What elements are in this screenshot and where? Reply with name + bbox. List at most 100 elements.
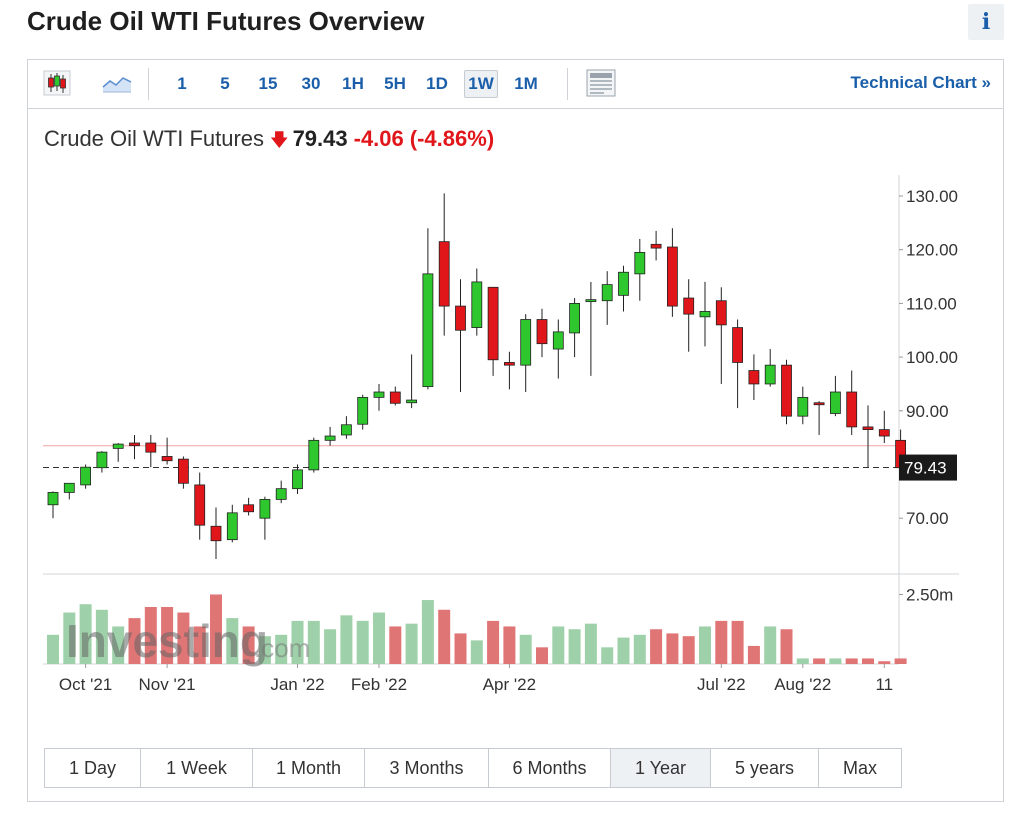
candle-body: [585, 299, 597, 303]
x-tick-label: Aug '22: [774, 675, 831, 694]
volume-bar: [193, 626, 206, 664]
timeframe-1[interactable]: 1: [177, 74, 187, 93]
y-tick-label: 90.00: [906, 402, 949, 421]
timeframe-5[interactable]: 5: [220, 74, 230, 93]
range-3-months[interactable]: 3 Months: [365, 749, 489, 787]
last-price-label: 79.43: [904, 459, 947, 478]
volume-bar: [373, 612, 385, 664]
candle-body: [177, 458, 189, 484]
candle-body: [471, 281, 483, 328]
last-price: 79.43: [292, 126, 348, 151]
x-tick-label: Feb '22: [351, 675, 407, 694]
price-chart[interactable]: Investing.com 130.00 120.00 110.00 100.00 90.…: [28, 60, 1003, 700]
quote-line: Crude Oil WTI Futures 🡇 79.43 -4.06 (-4.86%): [44, 126, 494, 158]
candle-body: [552, 331, 564, 350]
candle-body: [878, 429, 890, 437]
candle-body: [487, 286, 499, 361]
volume-bar: [503, 626, 516, 664]
range-1-week[interactable]: 1 Week: [141, 749, 253, 787]
technical-chart-link[interactable]: Technical Chart »: [850, 73, 991, 92]
candle-body: [340, 424, 352, 436]
range-5-years[interactable]: 5 years: [711, 749, 819, 787]
timeframe-5h[interactable]: 5H: [384, 74, 406, 93]
candle-body: [503, 362, 515, 366]
range-6-months[interactable]: 6 Months: [489, 749, 611, 787]
candle-body: [846, 391, 858, 428]
info-button[interactable]: i: [968, 4, 1004, 40]
volume-bar: [584, 623, 597, 664]
timeframe-1h[interactable]: 1H: [342, 74, 364, 93]
volume-bar: [747, 645, 760, 664]
timeframe-15[interactable]: 15: [258, 74, 278, 93]
candle-body: [683, 297, 695, 315]
volume-bar: [536, 647, 548, 664]
candle-body: [47, 492, 59, 506]
candle-body: [308, 439, 320, 471]
range-max[interactable]: Max: [842, 758, 877, 778]
volume-bar: [519, 634, 532, 664]
volume-bar: [829, 658, 842, 664]
volume-bar: [144, 606, 157, 664]
candle-body: [764, 364, 776, 385]
volume-bar: [666, 633, 679, 664]
y-tick-label: 70.00: [906, 509, 949, 528]
instrument-name: Crude Oil WTI Futures: [44, 126, 265, 151]
candle-body: [63, 482, 75, 493]
candle-body: [422, 273, 434, 388]
candle-body: [373, 391, 385, 398]
volume-bar: [79, 604, 92, 664]
area-chart-icon[interactable]: [100, 66, 134, 100]
candle-body: [650, 243, 662, 249]
candle-body: [226, 512, 238, 541]
timeframe-30[interactable]: 30: [301, 74, 321, 93]
volume-bar: [324, 629, 337, 664]
volume-bar: [63, 612, 76, 664]
volume-bar: [258, 636, 271, 664]
candle-body: [569, 302, 580, 334]
volume-bar: [552, 626, 565, 664]
candle-body: [324, 435, 336, 441]
range-1-month[interactable]: 1 Month: [253, 749, 365, 787]
volume-bar: [340, 615, 353, 664]
x-tick-label: Jul '22: [697, 675, 746, 694]
volume-bar: [780, 629, 793, 664]
volume-bar: [470, 640, 483, 664]
y-tick-label: 130.00: [906, 187, 958, 206]
candle-body: [406, 399, 418, 404]
volume-bar: [731, 620, 744, 664]
candle-body: [520, 319, 532, 366]
price-change: -4.06: [353, 126, 404, 151]
candle-body: [129, 442, 140, 447]
volume-bar: [405, 623, 418, 664]
candle-body: [275, 488, 287, 500]
volume-bar: [878, 661, 891, 664]
candle-body: [210, 525, 222, 542]
candle-body: [389, 391, 401, 404]
candlestick-icon[interactable]: [40, 66, 74, 100]
volume-bar: [275, 634, 288, 664]
candle-body: [96, 451, 108, 469]
volume-bar: [862, 658, 874, 664]
volume-bar: [617, 637, 630, 664]
range-1-day[interactable]: 1 Day: [45, 749, 141, 787]
timeframe-1m[interactable]: 1M: [514, 74, 538, 93]
range-1-year[interactable]: 1 Year: [611, 749, 711, 787]
volume-bar: [226, 618, 239, 664]
timeframe-1d[interactable]: 1D: [426, 74, 448, 93]
volume-bar: [796, 658, 809, 664]
layout-icon[interactable]: [584, 66, 618, 100]
chart-toolbar: 1 5 15 30 1H 5H 1D 1W 1M Technical Chart »: [28, 60, 1003, 109]
volume-bar: [47, 634, 59, 664]
volume-bar: [633, 634, 646, 664]
volume-bar: [389, 626, 402, 664]
volume-bar: [454, 633, 467, 664]
page-title: Crude Oil WTI Futures Overview: [27, 6, 425, 36]
candle-body: [618, 271, 629, 296]
timeframe-1w[interactable]: 1W: [464, 70, 498, 98]
candle-body: [161, 456, 173, 462]
volume-bar: [894, 658, 907, 664]
candle-body: [732, 327, 743, 363]
candle-body: [536, 319, 548, 345]
x-tick-label: Jan '22: [270, 675, 324, 694]
volume-bar: [845, 658, 858, 664]
